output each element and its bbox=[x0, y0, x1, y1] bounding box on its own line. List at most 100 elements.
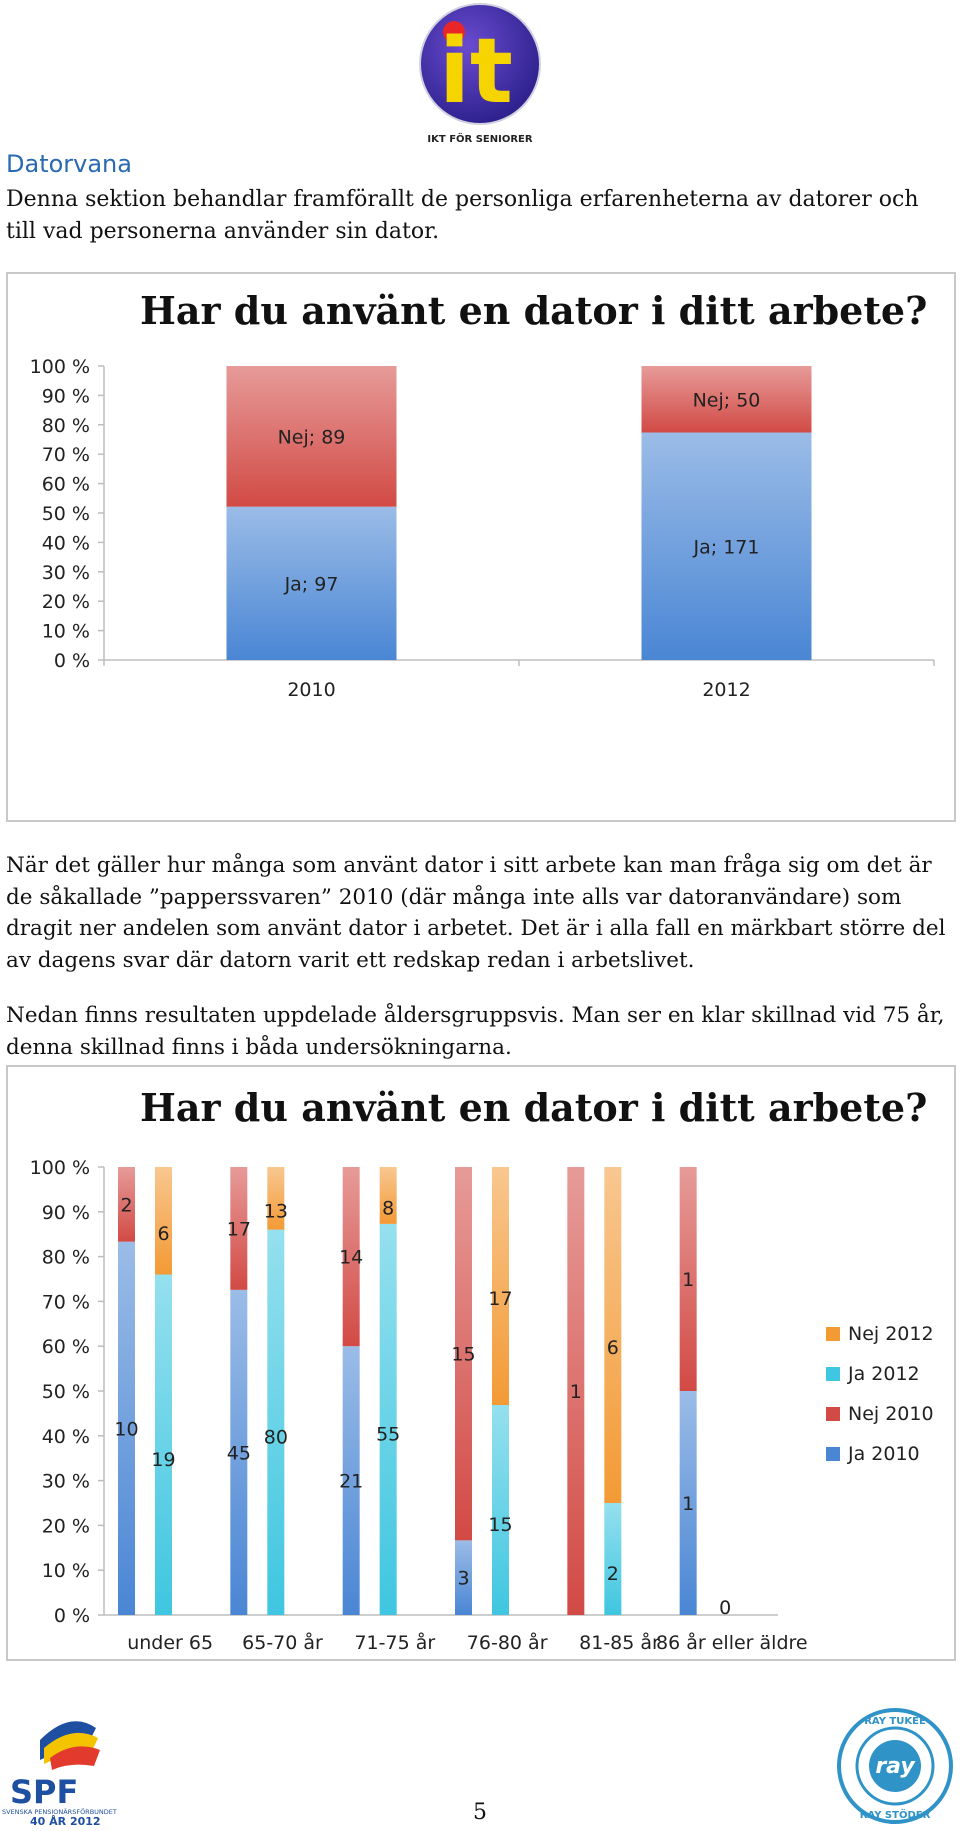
legend-label: Ja 2012 bbox=[847, 1363, 920, 1385]
chart-2-frame: Har du använt en dator i ditt arbete? 0 … bbox=[6, 1065, 956, 1661]
y-tick-label: 100 % bbox=[30, 1157, 90, 1179]
data-label: 13 bbox=[264, 1200, 288, 1222]
ray-logo: ray RAY TUKEE RAY STÖDER bbox=[835, 1706, 955, 1826]
paragraph-1: När det gäller hur många som använt dato… bbox=[6, 853, 946, 973]
bar-segment bbox=[641, 366, 812, 433]
bar-segment bbox=[455, 1540, 472, 1615]
chart-1-title: Har du använt en dator i ditt arbete? bbox=[140, 288, 928, 333]
data-label: 3 bbox=[457, 1568, 469, 1590]
bar-segment bbox=[379, 1167, 397, 1224]
data-label: 80 bbox=[264, 1426, 288, 1448]
bar-segment bbox=[230, 1289, 248, 1615]
legend-swatch bbox=[826, 1447, 840, 1461]
y-tick-label: 30 % bbox=[42, 562, 90, 584]
y-tick-label: 80 % bbox=[42, 415, 90, 437]
paragraph-2: Nedan finns resultaten uppdelade åldersg… bbox=[6, 1003, 945, 1060]
spf-logo: SPF SVENSKA PENSIONÄRSFÖRBUNDET 40 ÅR 20… bbox=[0, 1700, 140, 1828]
bar-segment bbox=[226, 506, 397, 660]
data-label: 1 bbox=[682, 1269, 694, 1291]
y-tick-label: 30 % bbox=[42, 1471, 90, 1493]
data-label: 10 bbox=[114, 1418, 138, 1440]
bar-segment bbox=[604, 1503, 622, 1615]
x-tick-label: under 65 bbox=[127, 1632, 213, 1654]
bar-segment bbox=[679, 1167, 697, 1391]
y-tick-label: 10 % bbox=[42, 621, 90, 643]
y-tick-label: 90 % bbox=[42, 385, 90, 407]
x-tick-label: 2010 bbox=[287, 679, 335, 701]
x-tick-label: 71-75 år bbox=[354, 1631, 435, 1654]
bar-segment bbox=[226, 366, 397, 507]
y-tick-label: 80 % bbox=[42, 1247, 90, 1269]
logo-caption: IKT FÖR SENIORER bbox=[427, 131, 532, 144]
y-tick-label: 20 % bbox=[42, 1515, 90, 1537]
y-tick-label: 0 % bbox=[54, 1605, 90, 1627]
data-label: 15 bbox=[451, 1344, 475, 1366]
data-label: 1 bbox=[570, 1381, 582, 1403]
ray-top-text: RAY TUKEE bbox=[864, 1716, 926, 1727]
bar-segment bbox=[118, 1167, 135, 1242]
page-number: 5 bbox=[473, 1800, 487, 1825]
y-tick-label: 10 % bbox=[42, 1560, 90, 1582]
x-tick-label: 86 år eller äldre bbox=[656, 1631, 808, 1654]
bar-segment bbox=[492, 1405, 509, 1615]
bar-segment bbox=[267, 1167, 285, 1230]
data-label: 45 bbox=[227, 1442, 251, 1464]
legend-label: Nej 2012 bbox=[848, 1323, 934, 1345]
data-label: 8 bbox=[382, 1197, 394, 1219]
y-tick-label: 70 % bbox=[42, 444, 90, 466]
data-label: Ja; 97 bbox=[284, 573, 339, 595]
data-label: 0 bbox=[719, 1597, 731, 1619]
y-tick-label: 90 % bbox=[42, 1202, 90, 1224]
data-label: 1 bbox=[682, 1493, 694, 1515]
bar-segment bbox=[379, 1223, 397, 1615]
data-label: 21 bbox=[339, 1471, 363, 1493]
bar-segment bbox=[492, 1167, 509, 1405]
section-intro: Denna sektion behandlar framförallt de p… bbox=[6, 187, 919, 244]
legend-swatch bbox=[826, 1367, 840, 1381]
x-tick-label: 81-85 år bbox=[579, 1631, 660, 1654]
chart-1: 0 % 10 % 20 % 30 % 40 % 50 % 60 % 70 % 80 % 90 % 1… bbox=[30, 356, 935, 701]
chart-1-frame: Har du använt en dator i ditt arbete? 0 … bbox=[6, 272, 956, 822]
spf-flag-icon: SPF SVENSKA PENSIONÄRSFÖRBUNDET 40 ÅR 20… bbox=[2, 1721, 117, 1828]
bar-segment bbox=[342, 1346, 360, 1615]
y-tick-label: 60 % bbox=[42, 474, 90, 496]
data-label: Ja; 171 bbox=[693, 536, 760, 558]
legend-label: Ja 2010 bbox=[847, 1443, 920, 1465]
y-tick-label: 70 % bbox=[42, 1291, 90, 1313]
x-tick-label: 2012 bbox=[702, 679, 750, 701]
logo-text: it bbox=[439, 19, 513, 124]
spf-name: SPF bbox=[10, 1773, 78, 1811]
bar-segment bbox=[641, 432, 812, 660]
y-tick-label: 50 % bbox=[42, 1381, 90, 1403]
data-label: 2 bbox=[120, 1194, 132, 1216]
bar-segment bbox=[155, 1167, 172, 1275]
y-tick-label: 50 % bbox=[42, 503, 90, 525]
data-label: 14 bbox=[339, 1247, 363, 1269]
bar-segment bbox=[604, 1167, 622, 1503]
bar-segment bbox=[267, 1229, 285, 1615]
x-tick-label: 76-80 år bbox=[467, 1631, 548, 1654]
ray-center: ray bbox=[875, 1754, 916, 1779]
legend-swatch bbox=[826, 1407, 840, 1421]
bar-segment bbox=[455, 1167, 472, 1541]
data-label: 55 bbox=[376, 1423, 400, 1445]
y-tick-label: 60 % bbox=[42, 1336, 90, 1358]
data-label: Nej; 50 bbox=[693, 389, 761, 411]
x-tick-label: 65-70 år bbox=[242, 1631, 323, 1654]
data-label: 17 bbox=[488, 1288, 512, 1310]
data-label: Nej; 89 bbox=[278, 426, 346, 448]
bar-segment bbox=[118, 1241, 135, 1615]
bar-segment bbox=[155, 1274, 172, 1615]
data-label: 2 bbox=[607, 1563, 619, 1585]
bar-segment bbox=[342, 1167, 360, 1347]
y-tick-label: 40 % bbox=[42, 1426, 90, 1448]
bar-segment bbox=[679, 1391, 697, 1615]
spf-year: 40 ÅR 2012 bbox=[30, 1815, 101, 1827]
data-label: 19 bbox=[151, 1449, 175, 1471]
ray-bottom-text: RAY STÖDER bbox=[860, 1807, 931, 1821]
bar-segment bbox=[230, 1167, 248, 1290]
section-title: Datorvana bbox=[6, 150, 132, 178]
bar-segment bbox=[567, 1167, 585, 1615]
y-tick-label: 40 % bbox=[42, 532, 90, 554]
y-tick-label: 20 % bbox=[42, 591, 90, 613]
